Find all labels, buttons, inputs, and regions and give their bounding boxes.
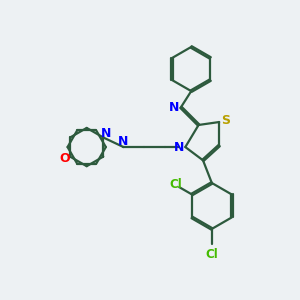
- Text: Cl: Cl: [206, 248, 218, 261]
- Text: Cl: Cl: [169, 178, 182, 191]
- Text: O: O: [59, 152, 70, 165]
- Text: N: N: [118, 135, 129, 148]
- Text: N: N: [174, 141, 184, 154]
- Text: S: S: [221, 114, 230, 127]
- Text: N: N: [100, 127, 111, 140]
- Text: N: N: [169, 101, 180, 114]
